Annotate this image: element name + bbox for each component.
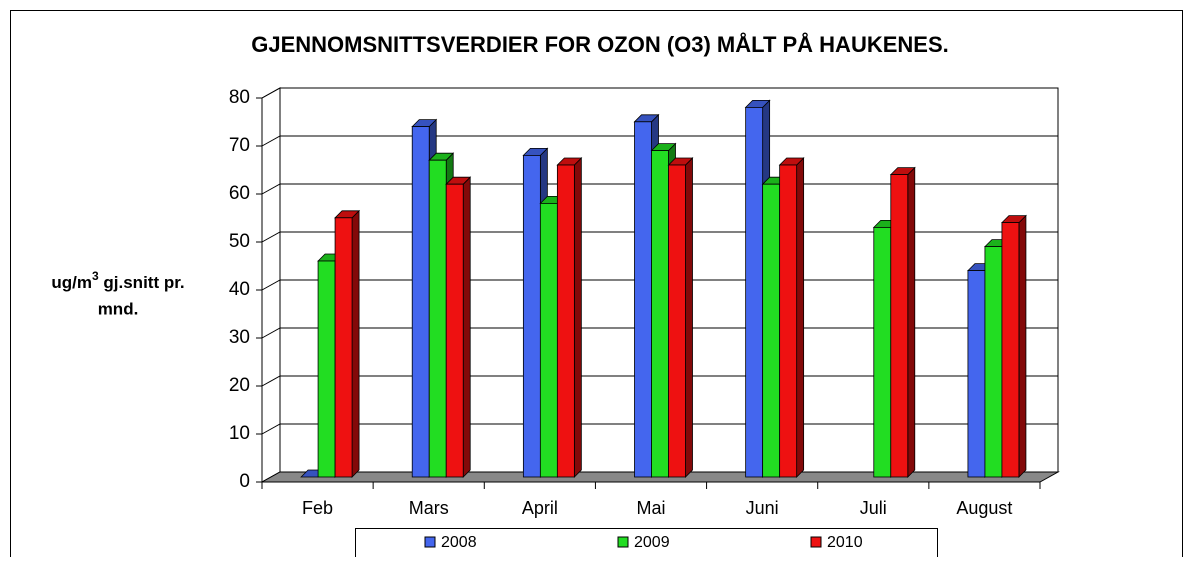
- bar-front: [762, 183, 781, 478]
- chart-title: GJENNOMSNITTSVERDIER FOR OZON (O3) MÅLT …: [251, 31, 949, 57]
- y-tick-label: 0: [239, 471, 250, 492]
- x-tick-label: Mai: [636, 498, 665, 518]
- bar-front: [967, 270, 986, 478]
- bar: [889, 166, 916, 478]
- bar-front: [522, 154, 541, 478]
- bar-side: [573, 157, 582, 478]
- bar-front: [1001, 222, 1020, 478]
- legend: [355, 528, 938, 562]
- y-axis-title-sup: 3: [92, 269, 99, 283]
- bar-side: [685, 157, 693, 478]
- bar-side: [907, 166, 916, 478]
- grid-line: [261, 135, 1058, 147]
- y-axis-title-main: ug/m: [51, 273, 92, 292]
- y-tick-label: 70: [229, 135, 250, 156]
- bar-front: [873, 226, 892, 478]
- y-tick-label: 60: [229, 183, 250, 204]
- legend-label: 2009: [634, 534, 670, 551]
- bar-front: [445, 183, 464, 478]
- x-tick-label: August: [956, 498, 1012, 518]
- y-tick-label: 40: [229, 279, 250, 300]
- x-tick-label: April: [522, 498, 558, 518]
- y-tick-label: 80: [229, 87, 250, 108]
- legend-swatch: [424, 536, 436, 548]
- bar-side: [796, 157, 805, 478]
- bar: [1000, 214, 1027, 478]
- y-tick-label: 50: [229, 231, 250, 252]
- y-axis-title-rest: gj.snitt pr.: [99, 273, 185, 292]
- bar-front: [556, 164, 575, 478]
- bar-front: [745, 107, 764, 478]
- bar-front: [539, 202, 558, 478]
- bar: [334, 209, 361, 478]
- bar-front: [779, 164, 798, 478]
- bar-front: [428, 159, 447, 478]
- y-axis-title: ug/m3 gj.snitt pr.: [51, 269, 184, 292]
- x-tick-label: Juli: [860, 498, 887, 518]
- bar-front: [668, 164, 686, 478]
- bar: [667, 157, 694, 478]
- x-tick-label: Mars: [409, 498, 449, 518]
- x-tick-label: Feb: [302, 498, 333, 518]
- bar-side: [1018, 214, 1027, 478]
- bar-side: [351, 209, 360, 478]
- bar-front: [334, 217, 353, 478]
- bar-front: [411, 126, 430, 478]
- y-tick-label: 30: [229, 327, 250, 348]
- bar: [445, 176, 472, 478]
- legend-label: 2008: [441, 534, 477, 551]
- bar-front: [651, 150, 669, 478]
- bar-side: [462, 176, 471, 478]
- bar-front: [890, 174, 909, 478]
- bar-front: [317, 260, 336, 478]
- y-axis-title-line2: mnd.: [98, 299, 139, 318]
- bar: [556, 157, 583, 478]
- x-tick-label: Juni: [746, 498, 779, 518]
- legend-swatch: [810, 536, 822, 548]
- legend-swatch: [617, 536, 629, 548]
- grid-line: [261, 87, 1058, 99]
- y-tick-label: 10: [229, 423, 250, 444]
- legend-label: 2010: [827, 534, 863, 551]
- bar-front: [634, 121, 652, 478]
- bar: [778, 157, 805, 478]
- bar-front: [984, 246, 1003, 478]
- y-tick-label: 20: [229, 375, 250, 396]
